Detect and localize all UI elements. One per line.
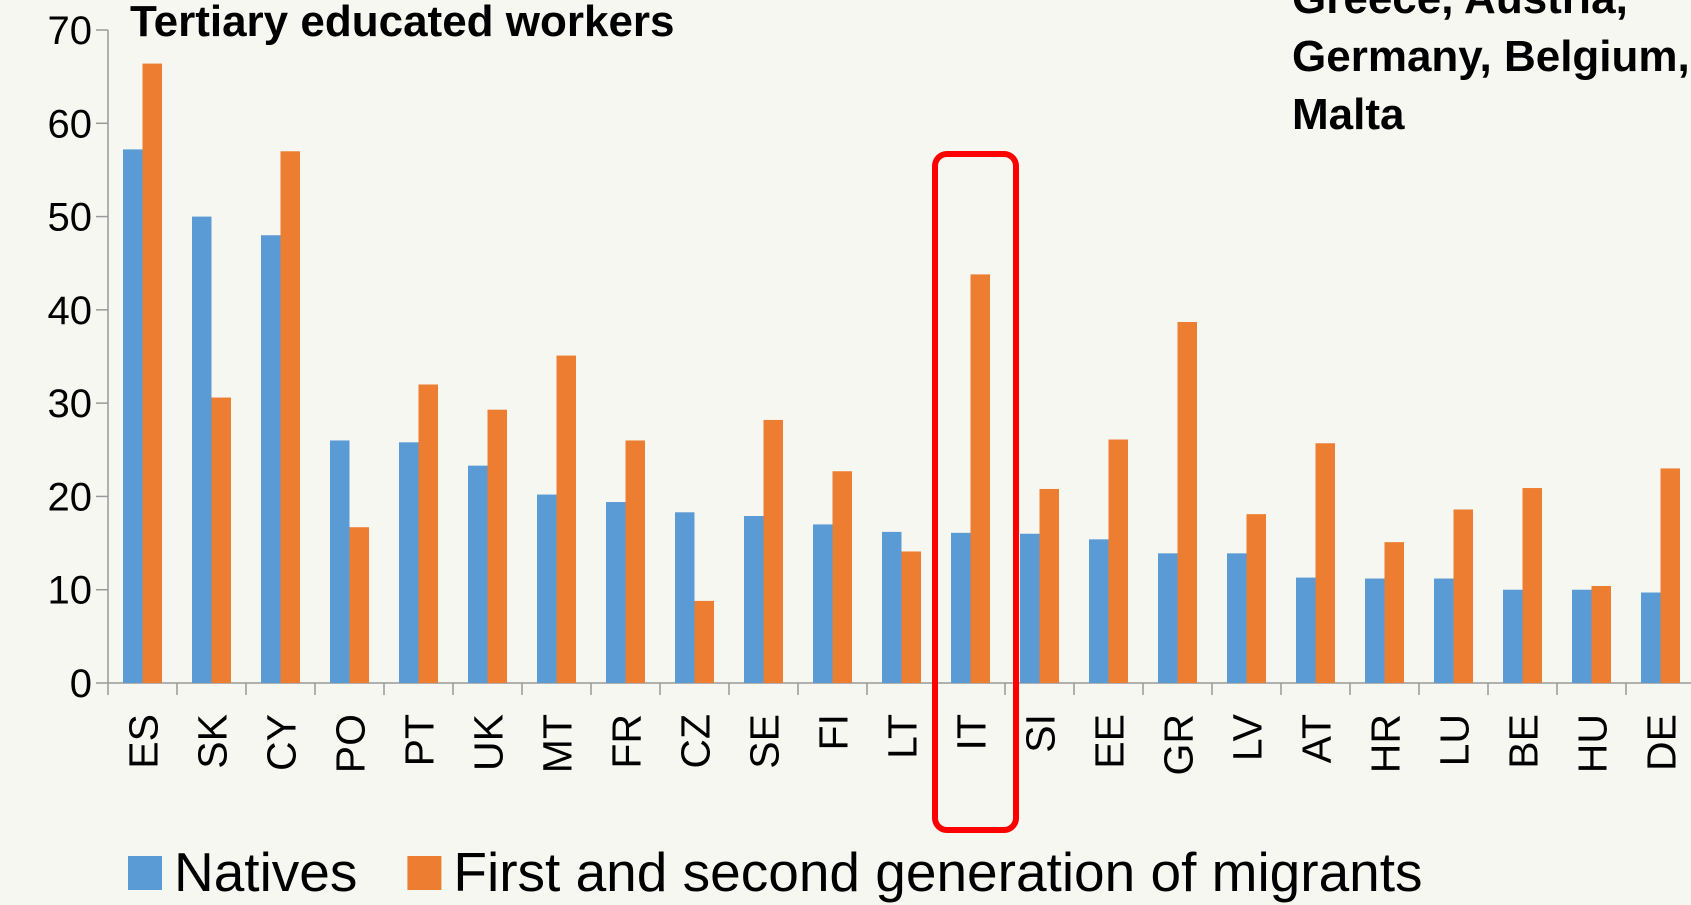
x-tick-label: CZ <box>673 714 719 769</box>
bar <box>1660 468 1680 683</box>
bar <box>832 471 852 683</box>
y-tick-label: 30 <box>48 382 93 426</box>
x-tick-label: LT <box>880 714 926 759</box>
bar <box>1039 488 1059 683</box>
bar <box>882 531 902 683</box>
x-tick-label: GR <box>1156 714 1202 776</box>
bar <box>487 409 507 683</box>
x-tick-label: ES <box>121 714 167 769</box>
bar <box>1158 553 1178 683</box>
bar <box>1453 509 1473 683</box>
legend-swatch <box>407 856 442 890</box>
bar <box>625 440 645 683</box>
x-tick-label: AT <box>1294 714 1340 763</box>
y-tick-label: 20 <box>48 475 93 519</box>
bar <box>211 397 231 683</box>
bar <box>1020 533 1040 683</box>
bar <box>813 524 833 683</box>
legend-label: Natives <box>174 841 357 903</box>
x-tick-label: MT <box>535 714 581 773</box>
y-tick-label: 70 <box>48 9 93 53</box>
x-tick-label: SK <box>190 714 236 769</box>
bar <box>330 440 350 683</box>
bar <box>901 551 921 683</box>
chart-title: Tertiary educated workers <box>130 0 675 46</box>
bar <box>537 494 557 683</box>
bar <box>1246 514 1266 683</box>
x-tick-label: HU <box>1570 714 1616 773</box>
bar <box>280 151 300 683</box>
bar <box>1365 578 1385 683</box>
x-tick-label: LU <box>1432 714 1478 766</box>
x-tick-label: SE <box>742 714 788 769</box>
bar <box>1434 578 1454 683</box>
bar <box>418 384 438 683</box>
bar <box>261 235 281 683</box>
y-tick-label: 0 <box>70 662 92 706</box>
bar <box>1108 439 1128 683</box>
x-tick-label: LV <box>1225 713 1271 761</box>
highlight-box <box>932 151 1019 833</box>
bar <box>1315 443 1335 683</box>
x-tick-label: PO <box>328 714 374 773</box>
bar <box>1522 488 1542 683</box>
x-tick-label: DE <box>1639 714 1685 771</box>
x-tick-label: FI <box>811 714 857 750</box>
bar <box>1177 321 1197 683</box>
x-tick-label: CY <box>259 714 305 771</box>
bar <box>694 600 714 683</box>
x-tick-label: HR <box>1363 714 1409 773</box>
bar <box>763 419 783 683</box>
annotation: Greece, Austria, <box>1292 0 1628 23</box>
bar <box>1572 589 1592 683</box>
bar <box>951 532 971 683</box>
x-tick-label: UK <box>466 714 512 771</box>
y-tick-label: 10 <box>48 569 93 613</box>
bar <box>399 442 419 683</box>
bar <box>1089 539 1109 683</box>
x-tick-label: EE <box>1087 714 1133 769</box>
bar <box>675 512 695 683</box>
y-tick-label: 50 <box>48 196 93 240</box>
annotation: Malta <box>1292 90 1405 139</box>
y-tick-label: 60 <box>48 102 93 146</box>
legend-label: First and second generation of migrants <box>453 841 1422 903</box>
bar <box>192 216 212 684</box>
x-tick-label: PT <box>397 714 443 766</box>
bar <box>1296 577 1316 683</box>
bar <box>1503 589 1523 683</box>
bar <box>744 516 764 683</box>
bar <box>1384 542 1404 683</box>
bar <box>468 465 488 683</box>
x-tick-label: SI <box>1018 714 1064 753</box>
bar <box>123 149 143 684</box>
bar <box>349 527 369 683</box>
bar <box>1227 553 1247 683</box>
x-tick-label: FR <box>604 714 650 769</box>
x-tick-label: BE <box>1501 714 1547 769</box>
bar <box>970 274 990 683</box>
bar <box>142 63 162 683</box>
bar <box>556 355 576 683</box>
y-tick-label: 40 <box>48 289 93 333</box>
bar <box>606 502 626 683</box>
bar <box>1591 585 1611 683</box>
bar <box>1641 592 1661 683</box>
annotation: Germany, Belgium, <box>1292 32 1690 81</box>
x-tick-label: IT <box>949 714 995 750</box>
legend-swatch <box>128 856 162 890</box>
